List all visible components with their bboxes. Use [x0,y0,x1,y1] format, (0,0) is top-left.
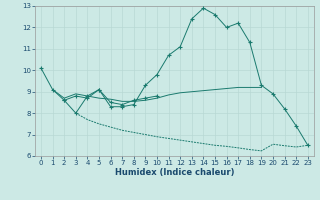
X-axis label: Humidex (Indice chaleur): Humidex (Indice chaleur) [115,168,234,177]
